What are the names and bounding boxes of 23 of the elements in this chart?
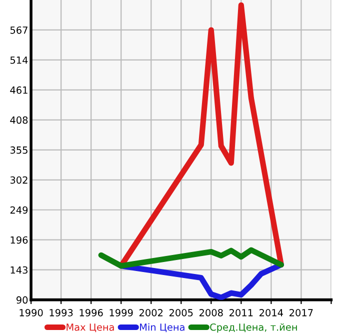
y-tick-label: 408 [10,116,28,124]
legend-label: Min Цена [140,323,184,332]
y-tick-label: 461 [10,86,28,94]
x-tick-label: 2017 [290,309,313,316]
x-tick-label: 1996 [80,309,103,316]
y-tick-label: 249 [10,206,28,214]
x-tick-label: 2002 [139,309,163,316]
x-tick-label: 2014 [260,309,283,316]
y-tick-label: 143 [10,266,28,274]
x-tick-label: 1990 [20,309,43,316]
x-tick-label: 1993 [50,309,73,316]
y-tick-label: 567 [10,26,28,34]
y-tick-label: 302 [10,176,28,184]
x-tick-label: 2008 [199,309,223,316]
x-tick-label: 2005 [169,309,193,316]
x-tick-label: 2011 [229,309,253,316]
y-tick-label: 355 [10,146,28,154]
y-tick-label: 514 [10,56,28,64]
legend-label: Сред.Цена, т.йен [210,323,297,333]
x-tick-label: 1999 [110,309,133,316]
y-tick-label: 196 [10,236,28,244]
legend-label: Max Цена [66,324,114,332]
y-tick-label: 90 [16,296,28,304]
